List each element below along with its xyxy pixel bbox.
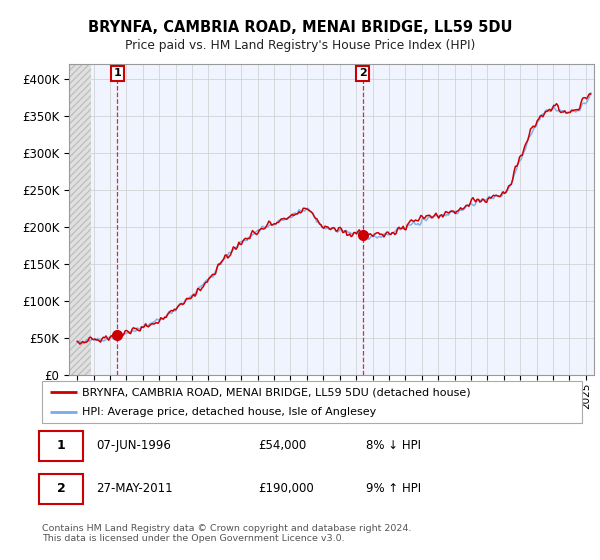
Text: 8% ↓ HPI: 8% ↓ HPI	[366, 440, 421, 452]
Text: HPI: Average price, detached house, Isle of Anglesey: HPI: Average price, detached house, Isle…	[83, 407, 377, 417]
Text: £54,000: £54,000	[258, 440, 306, 452]
Text: 2: 2	[56, 482, 65, 496]
Text: 07-JUN-1996: 07-JUN-1996	[96, 440, 171, 452]
Text: 2: 2	[359, 68, 367, 78]
Text: 1: 1	[113, 68, 121, 78]
FancyBboxPatch shape	[40, 474, 83, 505]
Text: £190,000: £190,000	[258, 482, 314, 496]
Text: BRYNFA, CAMBRIA ROAD, MENAI BRIDGE, LL59 5DU (detached house): BRYNFA, CAMBRIA ROAD, MENAI BRIDGE, LL59…	[83, 387, 471, 397]
Text: BRYNFA, CAMBRIA ROAD, MENAI BRIDGE, LL59 5DU: BRYNFA, CAMBRIA ROAD, MENAI BRIDGE, LL59…	[88, 20, 512, 35]
Bar	[69, 64, 91, 375]
Text: 1: 1	[56, 440, 65, 452]
FancyBboxPatch shape	[40, 431, 83, 461]
Text: Price paid vs. HM Land Registry's House Price Index (HPI): Price paid vs. HM Land Registry's House …	[125, 39, 475, 52]
Text: Contains HM Land Registry data © Crown copyright and database right 2024.
This d: Contains HM Land Registry data © Crown c…	[42, 524, 412, 543]
Text: 9% ↑ HPI: 9% ↑ HPI	[366, 482, 421, 496]
Text: 27-MAY-2011: 27-MAY-2011	[96, 482, 173, 496]
